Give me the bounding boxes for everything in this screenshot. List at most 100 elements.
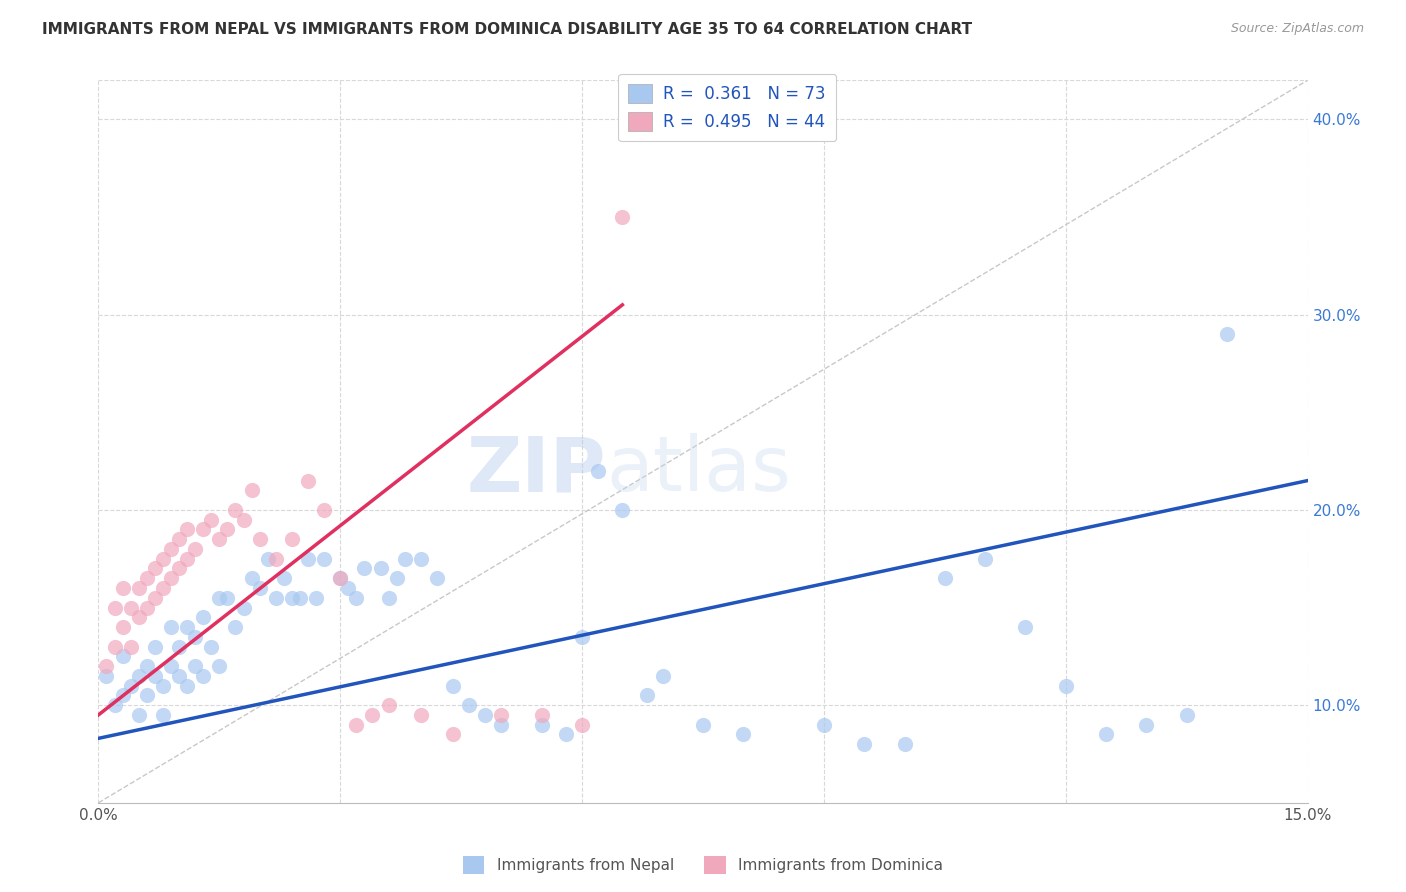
Point [120,679,142,693]
Point [458,698,481,713]
Point [297,551,319,566]
Point [111,581,134,595]
Point [176,620,198,634]
Point [314,503,336,517]
Point [329,571,352,585]
Point [344,717,367,731]
Point [337,581,360,595]
Point [143,591,166,605]
Point [1216,327,1239,342]
Point [232,600,254,615]
Point [135,600,157,615]
Point [160,541,183,556]
Point [249,532,271,546]
Point [152,551,174,566]
Point [571,630,593,644]
Text: atlas: atlas [606,434,792,508]
Point [135,571,157,585]
Point [184,630,207,644]
Point [111,620,134,634]
Point [152,581,174,595]
Point [111,689,134,703]
Point [893,737,915,751]
Point [370,561,392,575]
Point [297,474,319,488]
Point [733,727,755,741]
Point [314,551,336,566]
Text: ZIP: ZIP [467,434,606,508]
Point [152,707,174,722]
Point [256,551,278,566]
Point [111,649,134,664]
Point [612,503,634,517]
Point [152,679,174,693]
Point [120,640,142,654]
Point [128,707,150,722]
Point [1014,620,1036,634]
Point [128,581,150,595]
Point [651,669,673,683]
Point [208,591,231,605]
Point [143,669,166,683]
Point [934,571,956,585]
Point [264,591,287,605]
Point [1054,679,1077,693]
Point [184,659,207,673]
Point [974,551,997,566]
Point [329,571,352,585]
Point [208,532,231,546]
Point [264,551,287,566]
Point [612,210,634,224]
Point [96,659,118,673]
Point [394,551,416,566]
Legend: Immigrants from Nepal, Immigrants from Dominica: Immigrants from Nepal, Immigrants from D… [457,850,949,880]
Point [692,717,714,731]
Point [344,591,367,605]
Point [200,640,222,654]
Point [853,737,876,751]
Point [232,513,254,527]
Point [361,707,384,722]
Point [135,659,157,673]
Point [1095,727,1118,741]
Point [474,707,496,722]
Point [208,659,231,673]
Point [193,610,215,624]
Point [160,620,183,634]
Point [240,571,263,585]
Point [176,551,198,566]
Point [813,717,835,731]
Point [176,679,198,693]
Point [135,689,157,703]
Point [409,551,432,566]
Point [441,727,464,741]
Point [160,571,183,585]
Point [103,698,125,713]
Point [103,640,125,654]
Point [143,640,166,654]
Point [1135,717,1157,731]
Point [176,523,198,537]
Point [1175,707,1198,722]
Legend: R =  0.361   N = 73, R =  0.495   N = 44: R = 0.361 N = 73, R = 0.495 N = 44 [619,74,837,141]
Point [193,523,215,537]
Point [288,591,311,605]
Point [96,669,118,683]
Point [224,503,246,517]
Point [377,591,399,605]
Point [224,620,246,634]
Point [240,483,263,498]
Point [555,727,578,741]
Point [281,532,304,546]
Point [530,717,553,731]
Point [120,600,142,615]
Point [281,591,304,605]
Point [128,610,150,624]
Point [160,659,183,673]
Point [167,640,190,654]
Point [385,571,408,585]
Point [491,707,513,722]
Point [273,571,295,585]
Point [409,707,432,722]
Point [128,669,150,683]
